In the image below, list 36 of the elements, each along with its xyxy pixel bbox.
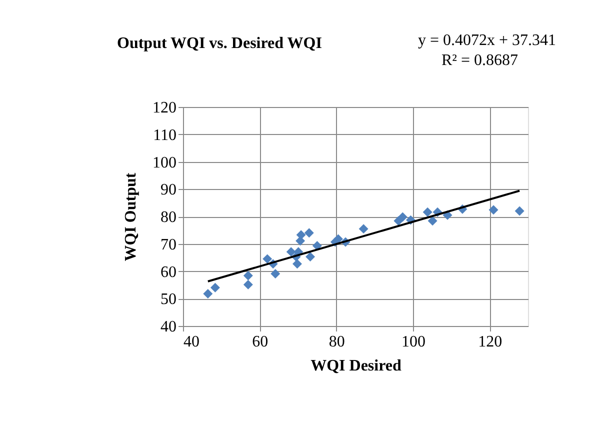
y-tick-label: 60 <box>160 264 176 281</box>
point <box>398 212 408 222</box>
x-tick-label: 120 <box>478 334 502 350</box>
point <box>210 282 220 292</box>
text: y = 0.4072x + 37.341 <box>418 32 556 49</box>
point <box>292 259 302 269</box>
point <box>286 247 296 257</box>
y-tick-label: 90 <box>160 182 176 199</box>
y-tick-label: 80 <box>160 209 176 226</box>
point <box>203 288 213 298</box>
point <box>243 270 253 280</box>
text: R² = 0.8687 <box>442 52 518 69</box>
point <box>304 228 314 238</box>
x-tick-label: 100 <box>402 334 426 350</box>
y-tick-label: 70 <box>160 236 176 254</box>
y-tick-label: 120 <box>152 100 176 116</box>
point <box>428 216 438 226</box>
point <box>422 207 432 217</box>
y-axis-title: WQI Output <box>122 172 140 262</box>
chart-title: Output WQI vs. Desired WQI <box>117 35 322 52</box>
y-tick-label: 50 <box>160 291 176 308</box>
x-tick-label: 80 <box>328 334 345 350</box>
point <box>514 206 524 216</box>
point <box>243 280 253 290</box>
point <box>358 224 368 234</box>
y-tick-label: 100 <box>152 154 176 172</box>
y-tick-label: 110 <box>153 126 176 144</box>
point <box>270 268 280 278</box>
point <box>296 230 306 240</box>
point <box>306 252 316 262</box>
x-tick-label: 40 <box>184 334 200 350</box>
y-tick-label: 40 <box>160 318 176 336</box>
point <box>488 205 498 215</box>
x-tick-label: 60 <box>252 334 268 350</box>
x-axis-title: WQI Desired <box>310 358 402 374</box>
point <box>262 254 272 264</box>
